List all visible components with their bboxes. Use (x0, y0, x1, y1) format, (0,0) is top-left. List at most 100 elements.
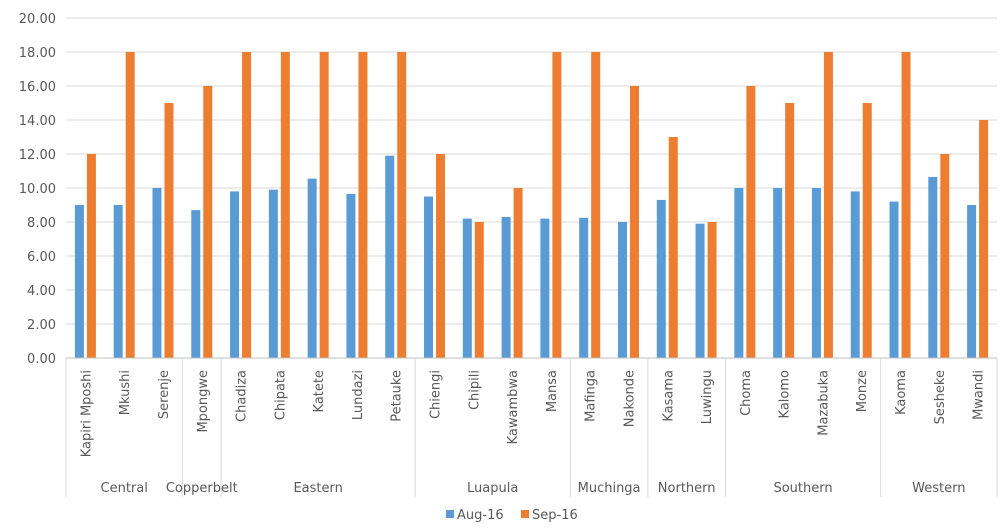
group-label: Western (912, 481, 965, 496)
bar-sep-16 (940, 154, 950, 358)
group-label: Luapula (467, 481, 518, 496)
category-label: Monze (855, 370, 870, 412)
legend-label: Aug-16 (457, 508, 504, 523)
bar-sep-16 (436, 154, 446, 358)
bar-sep-16 (823, 52, 833, 358)
bar-sep-16 (319, 52, 329, 358)
bar-sep-16 (513, 188, 523, 358)
category-label: Chipili (467, 370, 482, 410)
y-tick-label: 8.00 (27, 216, 56, 231)
bar-sep-16 (668, 137, 678, 358)
group-label: Eastern (293, 481, 342, 496)
bar-sep-16 (901, 52, 911, 358)
category-label: Chipata (273, 370, 288, 420)
bar-aug-16 (734, 188, 744, 358)
category-label: Kapiri Mposhi (79, 370, 94, 457)
category-label: Sesheke (933, 370, 948, 424)
bar-sep-16 (979, 120, 989, 358)
bar-aug-16 (191, 210, 201, 358)
category-label: Chadiza (235, 370, 250, 422)
category-label: Chiengi (429, 370, 444, 419)
legend: Aug-16 Sep-16 (446, 508, 578, 523)
category-label: Mazabuka (816, 370, 831, 436)
category-label: Mansa (545, 370, 560, 412)
bar-aug-16 (928, 176, 938, 358)
category-label: Petauke (390, 370, 405, 422)
bar-aug-16 (811, 188, 821, 358)
bar-sep-16 (203, 86, 213, 358)
bar-aug-16 (113, 205, 123, 358)
bar-aug-16 (579, 217, 589, 358)
bar-sep-16 (125, 52, 135, 358)
group-label: Central (101, 481, 148, 496)
x-axis: Kapiri Mposhi Mkushi Serenje Mpongwe Chadiza… (65, 357, 998, 497)
bar-aug-16 (152, 188, 162, 358)
bar-aug-16 (773, 188, 783, 358)
category-label: Mwandi (972, 370, 987, 420)
y-tick-label: 6.00 (27, 250, 56, 265)
bar-aug-16 (346, 193, 356, 358)
group-label: Northern (658, 481, 716, 496)
bar-sep-16 (280, 52, 290, 358)
bar-aug-16 (695, 223, 705, 358)
category-label: Mkushi (118, 370, 133, 415)
y-tick-label: 16.00 (19, 80, 56, 95)
category-label: Kawambwa (506, 370, 521, 444)
bar-sep-16 (397, 52, 407, 358)
y-tick-label: 2.00 (27, 318, 56, 333)
legend-swatch (521, 510, 529, 518)
bar-aug-16 (967, 205, 977, 358)
category-label: Nakonde (622, 370, 637, 427)
category-label: Kasama (661, 370, 676, 422)
bar-aug-16 (462, 218, 472, 358)
bar-sep-16 (785, 103, 795, 358)
bar-sep-16 (86, 154, 96, 358)
bar-sep-16 (552, 52, 562, 358)
bar-aug-16 (74, 205, 84, 358)
bar-aug-16 (850, 191, 860, 358)
bar-sep-16 (746, 86, 756, 358)
bar-sep-16 (164, 103, 174, 358)
bar-aug-16 (656, 199, 666, 358)
bar-aug-16 (501, 216, 511, 358)
y-axis: 0.00 2.00 4.00 6.00 8.00 10.00 12.00 14.00 16.00… (19, 12, 56, 367)
bar-aug-16 (385, 155, 395, 358)
bar-sep-16 (474, 222, 484, 358)
y-tick-label: 18.00 (19, 46, 56, 61)
y-tick-label: 14.00 (19, 114, 56, 129)
category-label: Luwingu (700, 370, 715, 424)
bar-aug-16 (889, 201, 899, 358)
gridlines (66, 17, 997, 325)
category-label: Kalomo (778, 370, 793, 418)
bar-aug-16 (424, 196, 434, 358)
y-tick-label: 0.00 (27, 352, 56, 367)
y-tick-label: 20.00 (19, 12, 56, 27)
bar-aug-16 (540, 218, 550, 358)
bar-sep-16 (862, 103, 872, 358)
bar-aug-16 (307, 178, 317, 358)
bar-sep-16 (707, 222, 717, 358)
group-label: Copperbelt (166, 481, 238, 496)
category-label: Choma (739, 370, 754, 416)
bar-aug-16 (230, 191, 240, 358)
bar-sep-16 (242, 52, 252, 358)
group-label: Southern (773, 481, 832, 496)
y-tick-label: 12.00 (19, 148, 56, 163)
group-label: Muchinga (578, 481, 641, 496)
category-label: Kaoma (894, 370, 909, 415)
legend-swatch (446, 510, 454, 518)
y-tick-label: 10.00 (19, 182, 56, 197)
legend-label: Sep-16 (532, 508, 578, 523)
bars (74, 52, 989, 358)
category-label: Lundazi (351, 370, 366, 420)
bar-sep-16 (358, 52, 368, 358)
y-tick-label: 4.00 (27, 284, 56, 299)
bar-aug-16 (617, 222, 627, 358)
bar-aug-16 (268, 189, 278, 358)
bar-sep-16 (591, 52, 601, 358)
category-label: Katete (312, 370, 327, 412)
bar-sep-16 (629, 86, 639, 358)
category-label: Mpongwe (196, 370, 211, 433)
category-label: Mafinga (584, 370, 599, 422)
